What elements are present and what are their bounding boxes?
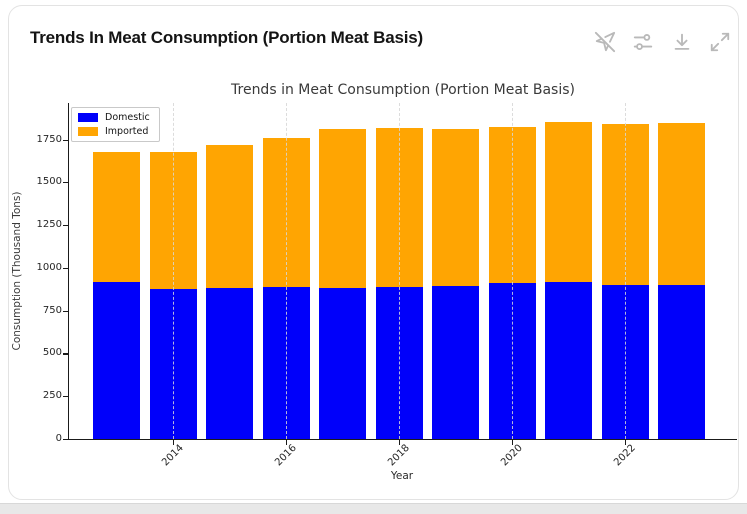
bar-segment-imported-2019 xyxy=(432,129,479,286)
bar-segment-domestic-2019 xyxy=(432,285,479,439)
legend-label: Domestic xyxy=(105,112,150,123)
bar-segment-domestic-2015 xyxy=(206,287,253,439)
gridline-2020 xyxy=(512,103,513,439)
y-tick-750 xyxy=(62,310,68,312)
y-tick-label-1250: 1250 xyxy=(36,219,62,231)
bar-segment-domestic-2023 xyxy=(658,284,705,439)
gridline-2016 xyxy=(286,103,287,439)
bar-segment-imported-2023 xyxy=(658,123,705,285)
y-tick-1000 xyxy=(62,267,68,270)
card-title: Trends In Meat Consumption (Portion Meat… xyxy=(30,28,423,47)
legend-swatch-imported xyxy=(78,127,98,136)
x-tick-2022 xyxy=(625,440,627,445)
y-tick-1750 xyxy=(62,139,68,141)
y-tick-label-1750: 1750 xyxy=(36,133,62,145)
gridline-2018 xyxy=(399,103,400,439)
bar-segment-domestic-2017 xyxy=(319,288,366,439)
x-tick-2020 xyxy=(512,440,514,445)
x-tick-label-2020: 2020 xyxy=(499,442,525,469)
y-tick-500 xyxy=(62,353,68,355)
y-tick-label-250: 250 xyxy=(42,390,62,402)
download-icon[interactable] xyxy=(671,31,693,53)
page-bottom-strip xyxy=(0,503,747,514)
expand-icon[interactable] xyxy=(709,31,731,53)
legend-item-domestic: Domestic xyxy=(78,112,150,123)
y-tick-label-1500: 1500 xyxy=(36,176,62,188)
bar-segment-imported-2013 xyxy=(93,152,140,283)
y-tick-label-500: 500 xyxy=(42,347,62,359)
bar-segment-imported-2017 xyxy=(319,129,366,289)
gridline-2022 xyxy=(625,103,626,439)
x-tick-2018 xyxy=(399,440,401,445)
x-tick-label-2022: 2022 xyxy=(612,442,638,469)
legend-item-imported: Imported xyxy=(78,126,150,137)
y-axis-spine xyxy=(67,103,69,440)
x-tick-label-2014: 2014 xyxy=(160,442,186,469)
chart-title: Trends in Meat Consumption (Portion Meat… xyxy=(231,82,575,98)
bar-segment-imported-2015 xyxy=(206,144,253,288)
legend-label: Imported xyxy=(105,126,149,137)
bar-segment-domestic-2021 xyxy=(545,282,592,439)
y-tick-1500 xyxy=(62,182,68,184)
bar-segment-domestic-2013 xyxy=(93,282,140,439)
navigation-off-icon[interactable] xyxy=(594,31,616,53)
x-tick-label-2016: 2016 xyxy=(273,442,299,469)
x-tick-2014 xyxy=(173,440,175,445)
x-tick-2016 xyxy=(286,440,288,445)
bar-segment-imported-2021 xyxy=(545,122,592,283)
gridline-2014 xyxy=(173,103,174,439)
y-tick-1250 xyxy=(62,225,68,227)
x-axis-label: Year xyxy=(390,470,414,482)
chart-legend: Domestic Imported xyxy=(71,107,160,142)
y-tick-250 xyxy=(62,396,68,398)
sliders-icon[interactable] xyxy=(632,31,654,53)
y-tick-0 xyxy=(62,439,68,441)
x-axis-spine xyxy=(67,439,737,441)
y-tick-label-750: 750 xyxy=(42,304,62,316)
legend-swatch-domestic xyxy=(78,113,98,122)
y-tick-label-1000: 1000 xyxy=(36,261,62,273)
x-tick-label-2018: 2018 xyxy=(386,442,412,469)
y-tick-label-0: 0 xyxy=(55,433,62,444)
